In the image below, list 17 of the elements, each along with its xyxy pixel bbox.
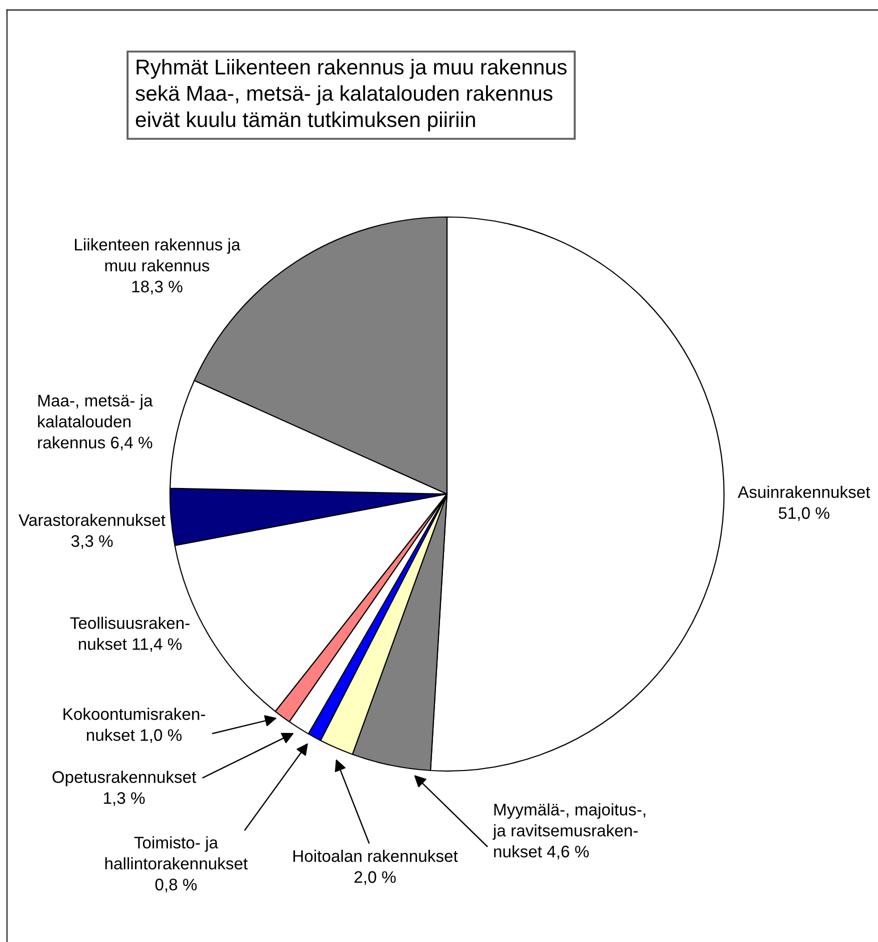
data-label: 0,8 % — [155, 878, 197, 892]
slice-label: Teollisuusraken- nukset 11,4 % — [70, 616, 190, 652]
slice-label: Myymälä-, majoitus-, ja ravitsemusraken- nukset 4,6 % — [492, 803, 646, 860]
text: Ryhmät Liikenteen rakennus ja muu rakennus sekä Maa-, metsä- ja kalatalouden rakennus eivät kuulu tämän tutkimuksen piiriin — [136, 59, 567, 132]
slice-label: Maa-, metsä- ja kalatalouden rakennus 6,4 % — [38, 394, 153, 450]
slice-label: Varastorakennukset — [18, 514, 166, 526]
slice-label: Liikenteen rakennus ja muu rakennus — [74, 238, 240, 272]
slice-label: Hoitoalan rakennukset — [293, 850, 458, 862]
data-label: 18,3 % — [132, 280, 182, 294]
data-label: 1,3 % — [104, 792, 145, 806]
slice-label: Toimisto- ja hallintorakennukset — [105, 836, 248, 870]
data-label: 3,3 % — [71, 535, 113, 549]
data-label: 2,0 % — [354, 871, 396, 885]
slice-label: Asuinrakennukset — [738, 486, 870, 498]
slice-label: Kokoontumisraken- nukset 1,0 % — [64, 708, 206, 743]
data-label: 51,0 % — [778, 507, 830, 521]
slice-label: Opetusrakennukset — [52, 770, 196, 786]
